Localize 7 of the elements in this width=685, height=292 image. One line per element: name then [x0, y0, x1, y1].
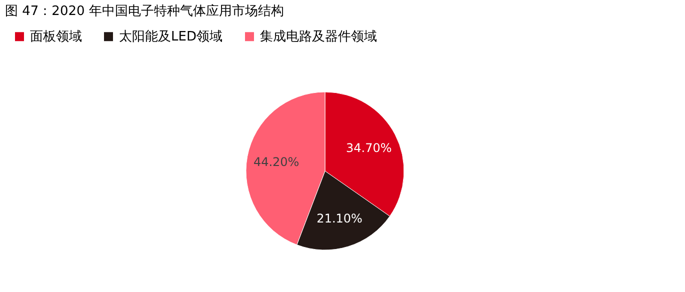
chart-title: 图 47：2020 年中国电子特种气体应用市场结构 — [5, 3, 284, 19]
data-label: 44.20% — [253, 155, 300, 170]
data-label: 34.70% — [346, 141, 392, 156]
legend-label: 集成电路及器件领域 — [260, 30, 377, 45]
data-label: 21.10% — [316, 211, 362, 226]
legend-label: 面板领域 — [30, 30, 82, 45]
legend-label: 太阳能及LED领域 — [119, 30, 222, 45]
